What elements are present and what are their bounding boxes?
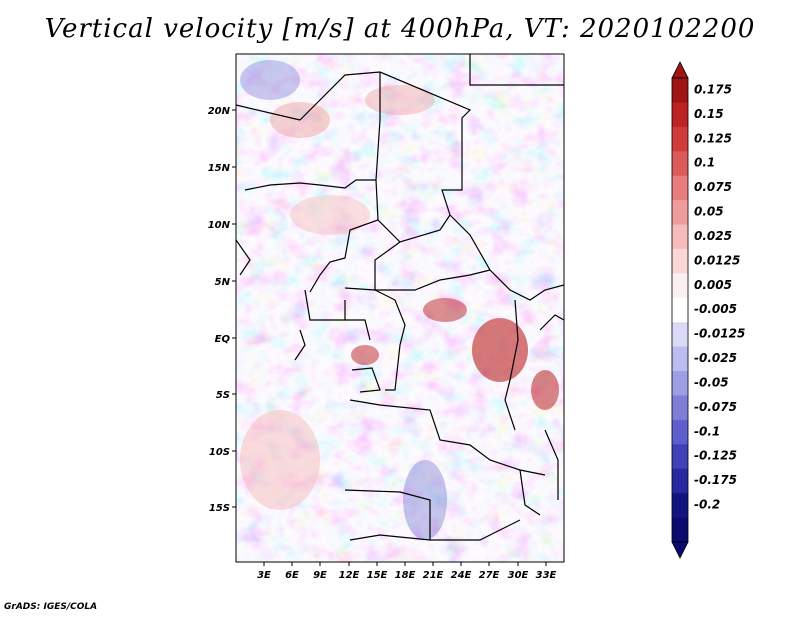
colorbar-swatch [672, 371, 688, 396]
colorbar-label: -0.1 [694, 424, 720, 438]
country-borders [236, 54, 564, 541]
colorbar-swatch [672, 322, 688, 348]
axis-ticks [232, 109, 547, 566]
map-frame [235, 53, 565, 563]
colorbar-swatch [672, 248, 688, 274]
colorbar-label: -0.05 [694, 375, 729, 389]
colorbar-arrow-top [671, 61, 689, 79]
lon-label: 12E [339, 570, 360, 581]
lat-label: 5S [216, 390, 230, 401]
colorbar-label: 0.15 [694, 107, 724, 121]
chart-title: Vertical velocity [m/s] at 400hPa, VT: 2… [44, 14, 756, 44]
colorbar-swatch [672, 273, 688, 299]
colorbar-swatch [672, 419, 688, 445]
colorbar-label: 0.005 [694, 278, 732, 292]
lon-label: 24E [451, 570, 472, 581]
colorbar-swatch [672, 468, 688, 494]
colorbar-label: -0.025 [694, 351, 737, 365]
velocity-field [236, 54, 564, 562]
colorbar-label: 0.0125 [694, 253, 740, 267]
colorbar: 0.175 0.15 0.125 0.1 0.075 0.05 0.025 0.0125 0.0… [671, 61, 745, 559]
colorbar-arrow-bottom [671, 541, 689, 559]
colorbar-label: 0.025 [694, 229, 732, 243]
lon-label: 15E [367, 570, 388, 581]
colorbar-label: 0.075 [694, 180, 732, 194]
colorbar-swatch [672, 151, 688, 177]
lat-label: 10S [209, 447, 230, 458]
colorbar-swatch [672, 346, 688, 372]
lon-label: 21E [423, 570, 444, 581]
colorbar-swatch [672, 517, 688, 543]
colorbar-label: 0.175 [694, 82, 732, 96]
colorbar-swatch [672, 175, 688, 201]
lon-label: 30E [508, 570, 529, 581]
colorbar-swatch [672, 297, 688, 323]
colorbar-swatch [672, 395, 688, 421]
lat-label: 10N [208, 220, 231, 231]
colorbar-swatch [672, 102, 688, 128]
lon-label: 6E [285, 570, 299, 581]
lat-label: 20N [208, 106, 231, 117]
colorbar-label: 0.1 [694, 156, 715, 170]
lon-label: 33E [536, 570, 557, 581]
lon-label: 27E [479, 570, 500, 581]
lon-label: 9E [313, 570, 327, 581]
lon-label: 3E [257, 570, 271, 581]
lat-label: EQ [215, 334, 231, 345]
colorbar-label: -0.0125 [694, 327, 745, 341]
colorbar-label: -0.125 [694, 449, 737, 463]
colorbar-swatch [672, 200, 688, 226]
lat-label: 5N [215, 277, 231, 288]
colorbar-label: 0.05 [694, 205, 724, 219]
footer-credit: GrADS: IGES/COLA [4, 602, 98, 612]
colorbar-label: 0.125 [694, 131, 732, 145]
colorbar-label: -0.005 [694, 302, 737, 316]
lat-label: 15S [209, 503, 230, 514]
colorbar-swatch [672, 224, 688, 250]
lon-label: 18E [395, 570, 416, 581]
colorbar-swatch [672, 444, 688, 470]
colorbar-swatch [672, 78, 688, 103]
colorbar-label: -0.2 [694, 498, 720, 512]
lat-label: 15N [208, 163, 231, 174]
colorbar-swatch [672, 493, 688, 519]
colorbar-label: -0.075 [694, 400, 737, 414]
colorbar-label: -0.175 [694, 473, 737, 487]
colorbar-swatch [672, 126, 688, 152]
